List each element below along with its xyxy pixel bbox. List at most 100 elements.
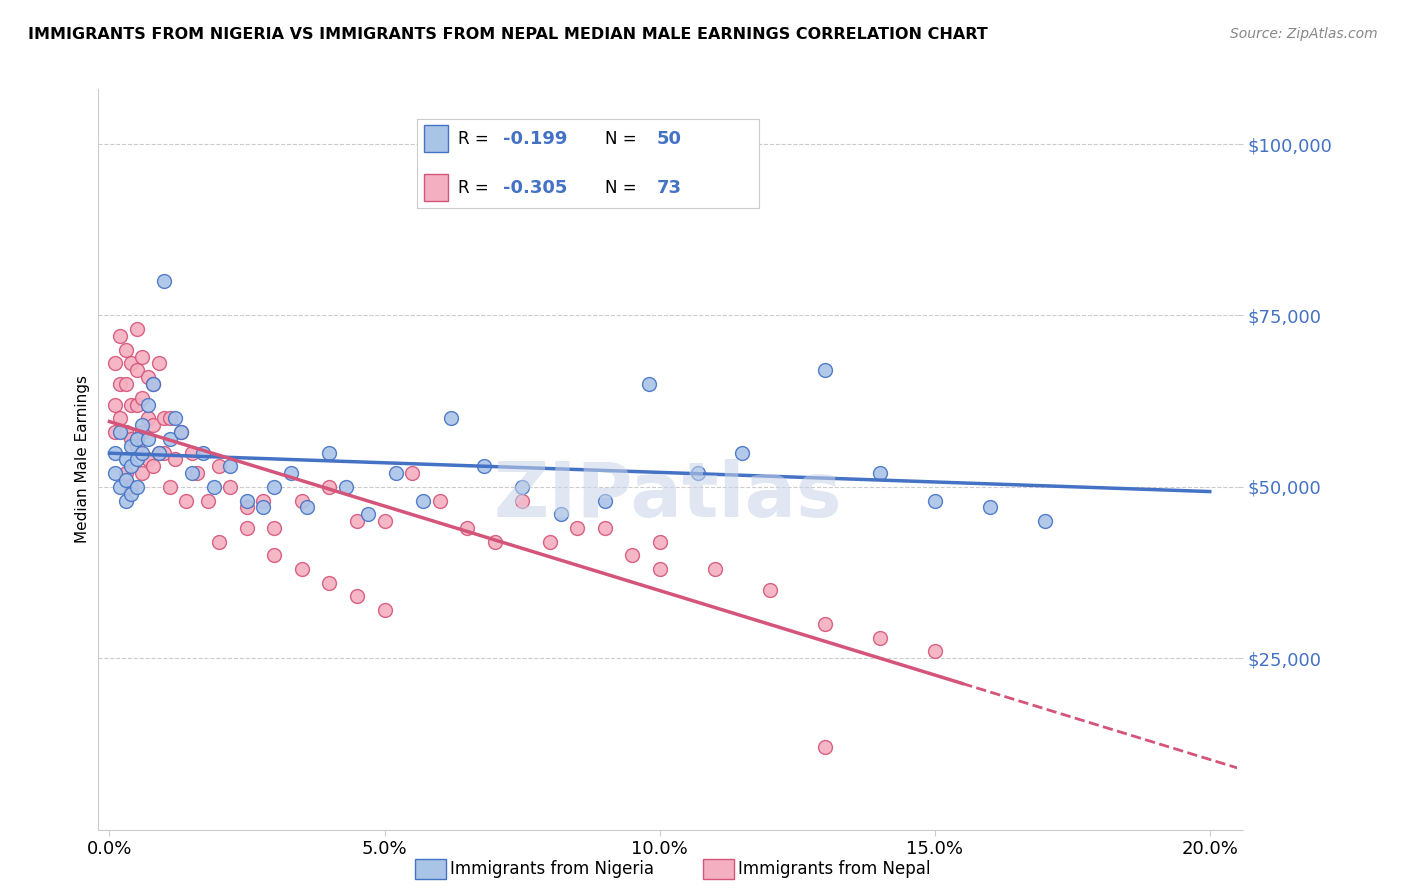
Point: [153, 445, 176, 459]
Point: [176, 493, 198, 508]
Point: [252, 493, 274, 508]
Point: [621, 549, 644, 563]
Text: Immigrants from Nigeria: Immigrants from Nigeria: [450, 860, 654, 878]
Point: [115, 473, 138, 487]
Point: [115, 452, 138, 467]
Point: [104, 425, 127, 439]
Point: [165, 452, 187, 467]
Point: [924, 493, 946, 508]
Point: [148, 356, 170, 370]
Point: [484, 534, 506, 549]
Point: [153, 274, 176, 288]
Point: [125, 398, 148, 412]
Point: [170, 425, 193, 439]
Point: [202, 480, 225, 494]
Point: [384, 466, 406, 480]
Point: [136, 452, 159, 467]
Point: [181, 445, 204, 459]
Point: [869, 466, 891, 480]
Point: [142, 418, 165, 433]
Point: [136, 370, 159, 384]
Point: [412, 493, 434, 508]
Point: [236, 493, 259, 508]
Point: [346, 590, 368, 604]
Point: [263, 521, 285, 535]
Point: [125, 480, 148, 494]
Point: [593, 493, 616, 508]
Point: [131, 445, 153, 459]
Point: [120, 432, 142, 446]
Point: [115, 493, 138, 508]
Point: [165, 411, 187, 425]
Point: [104, 398, 127, 412]
Point: [291, 493, 314, 508]
Point: [346, 514, 368, 528]
Point: [280, 466, 302, 480]
Point: [1033, 514, 1056, 528]
Point: [219, 480, 242, 494]
Point: [335, 480, 357, 494]
Point: [120, 398, 142, 412]
Point: [115, 425, 138, 439]
Point: [120, 486, 142, 500]
Point: [648, 534, 671, 549]
Point: [120, 439, 142, 453]
Point: [869, 631, 891, 645]
Point: [219, 459, 242, 474]
Text: IMMIGRANTS FROM NIGERIA VS IMMIGRANTS FROM NEPAL MEDIAN MALE EARNINGS CORRELATIO: IMMIGRANTS FROM NIGERIA VS IMMIGRANTS FR…: [28, 27, 988, 42]
Point: [703, 562, 725, 576]
Point: [979, 500, 1001, 515]
Point: [136, 398, 159, 412]
Point: [104, 356, 127, 370]
Point: [297, 500, 319, 515]
Point: [115, 343, 138, 357]
Point: [142, 376, 165, 391]
Point: [115, 376, 138, 391]
Point: [648, 562, 671, 576]
Point: [439, 411, 461, 425]
Point: [731, 445, 754, 459]
Point: [120, 356, 142, 370]
Point: [125, 452, 148, 467]
Point: [197, 493, 219, 508]
Point: [110, 425, 132, 439]
Point: [110, 411, 132, 425]
Point: [153, 411, 176, 425]
Point: [125, 363, 148, 377]
Point: [401, 466, 423, 480]
Point: [131, 350, 153, 364]
Point: [550, 507, 572, 521]
Point: [814, 740, 837, 755]
Point: [252, 500, 274, 515]
Point: [136, 432, 159, 446]
Point: [814, 363, 837, 377]
Point: [110, 480, 132, 494]
Point: [208, 534, 231, 549]
Point: [136, 411, 159, 425]
Point: [159, 432, 181, 446]
Point: [637, 376, 659, 391]
Point: [758, 582, 780, 597]
Point: [115, 466, 138, 480]
Point: [510, 480, 533, 494]
Point: [148, 445, 170, 459]
Point: [472, 459, 495, 474]
Text: Immigrants from Nepal: Immigrants from Nepal: [738, 860, 931, 878]
Point: [191, 445, 214, 459]
Point: [538, 534, 561, 549]
Point: [357, 507, 380, 521]
Point: [565, 521, 588, 535]
Point: [125, 439, 148, 453]
Point: [373, 603, 395, 617]
Point: [263, 480, 285, 494]
Point: [120, 480, 142, 494]
Point: [263, 549, 285, 563]
Point: [131, 391, 153, 405]
Point: [110, 329, 132, 343]
Point: [688, 466, 710, 480]
Point: [373, 514, 395, 528]
Point: [142, 376, 165, 391]
Point: [814, 616, 837, 631]
Point: [318, 575, 340, 590]
Text: ZIPatlas: ZIPatlas: [494, 459, 842, 533]
